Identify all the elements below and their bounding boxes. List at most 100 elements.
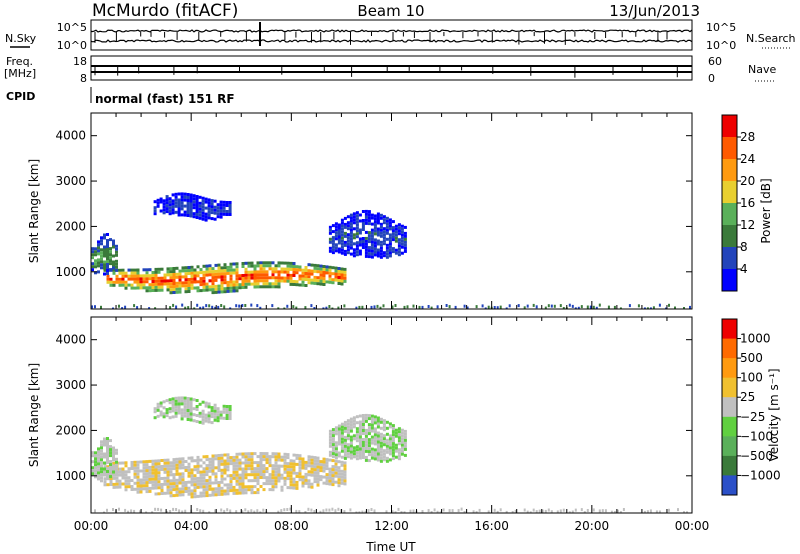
echo-cell	[382, 419, 386, 423]
echo-cell	[397, 247, 401, 251]
echo-cell	[346, 248, 350, 252]
echo-cell	[184, 509, 187, 513]
echo-cell	[385, 231, 389, 235]
echo-cell	[388, 251, 392, 255]
echo-cell	[355, 247, 359, 251]
echo-cell	[214, 278, 218, 282]
echo-cell	[177, 198, 181, 202]
beam-title: Beam 10	[357, 2, 424, 20]
echo-cell	[181, 269, 185, 273]
noise-tick-left-bottom: 10^0	[57, 39, 87, 52]
echo-cell	[223, 263, 227, 267]
echo-cell	[178, 509, 181, 513]
echo-cell	[139, 487, 143, 491]
echo-cell	[430, 306, 433, 309]
echo-cell	[382, 437, 386, 441]
echo-cell	[184, 266, 188, 270]
echo-cell	[196, 274, 200, 278]
echo-cell	[370, 447, 374, 451]
echo-cell	[271, 452, 275, 456]
noise-tick-left-top: 10^5	[57, 21, 87, 34]
echo-cell	[228, 417, 232, 420]
echo-cell	[337, 276, 341, 279]
echo-cell	[100, 446, 103, 450]
echo-cell	[106, 277, 110, 281]
echo-cell	[118, 470, 122, 474]
echo-cell	[172, 461, 176, 465]
colorbar-tick-label: −100	[740, 429, 773, 443]
echo-cell	[163, 273, 167, 277]
echo-cell	[247, 276, 251, 280]
echo-cell	[385, 237, 389, 241]
echo-cell	[643, 510, 646, 513]
echo-cell	[139, 280, 143, 284]
echo-cell	[171, 397, 175, 401]
echo-cell	[352, 212, 356, 216]
echo-cell	[247, 461, 251, 465]
echo-cell	[186, 193, 190, 196]
echo-cell	[376, 455, 380, 459]
echo-cell	[217, 457, 221, 460]
echo-cell	[334, 447, 338, 451]
echo-cell	[259, 270, 263, 274]
echo-cell	[145, 481, 149, 485]
echo-cell	[382, 254, 386, 258]
echo-cell	[136, 280, 140, 284]
echo-cell	[154, 492, 158, 496]
echo-cell	[265, 273, 269, 277]
echo-cell	[211, 285, 215, 289]
echo-cell	[388, 236, 392, 240]
echo-cell	[547, 508, 550, 512]
echo-cell	[319, 478, 323, 482]
echo-cell	[127, 510, 130, 513]
echo-cell	[229, 277, 233, 281]
echo-cell	[172, 270, 176, 273]
echo-cell	[535, 510, 538, 513]
echo-cell	[268, 276, 272, 280]
noise-tick-right-bottom: 10^0	[706, 39, 736, 52]
echo-cell	[355, 306, 358, 309]
echo-cell	[163, 276, 167, 280]
echo-cell	[100, 467, 103, 471]
echo-cell	[244, 304, 247, 307]
echo-cell	[229, 459, 233, 463]
echo-cell	[115, 259, 118, 263]
echo-cell	[283, 461, 287, 465]
echo-cell	[124, 283, 128, 287]
echo-cell	[286, 486, 290, 490]
echo-cell	[547, 304, 550, 308]
echo-cell	[228, 411, 232, 414]
echo-cell	[165, 195, 169, 199]
echo-cell	[133, 277, 137, 281]
echo-cell	[178, 475, 182, 479]
echo-cell	[196, 289, 200, 293]
echo-cell	[698, 248, 701, 251]
echo-cell	[112, 485, 116, 489]
echo-cell	[210, 415, 214, 419]
echo-cell	[195, 201, 199, 204]
echo-cell	[307, 281, 311, 285]
echo-cell	[301, 280, 305, 284]
echo-cell	[319, 466, 323, 470]
echo-cell	[695, 244, 698, 247]
echo-cell	[376, 227, 380, 231]
echo-cell	[349, 246, 353, 250]
echo-cell	[496, 306, 499, 309]
echo-cell	[337, 235, 341, 239]
echo-cell	[331, 307, 334, 309]
echo-cell	[370, 231, 374, 235]
echo-cell	[259, 464, 263, 467]
echo-cell	[256, 261, 260, 265]
echo-cell	[159, 413, 163, 417]
echo-cell	[292, 305, 295, 309]
echo-cell	[358, 423, 362, 427]
echo-cell	[189, 205, 193, 209]
echo-cell	[187, 486, 191, 490]
echo-cell	[256, 509, 259, 513]
echo-cell	[208, 481, 212, 485]
echo-cell	[388, 239, 392, 243]
echo-cell	[192, 419, 196, 423]
echo-cell	[199, 476, 203, 480]
echo-cell	[178, 278, 182, 282]
echo-cell	[220, 284, 224, 288]
